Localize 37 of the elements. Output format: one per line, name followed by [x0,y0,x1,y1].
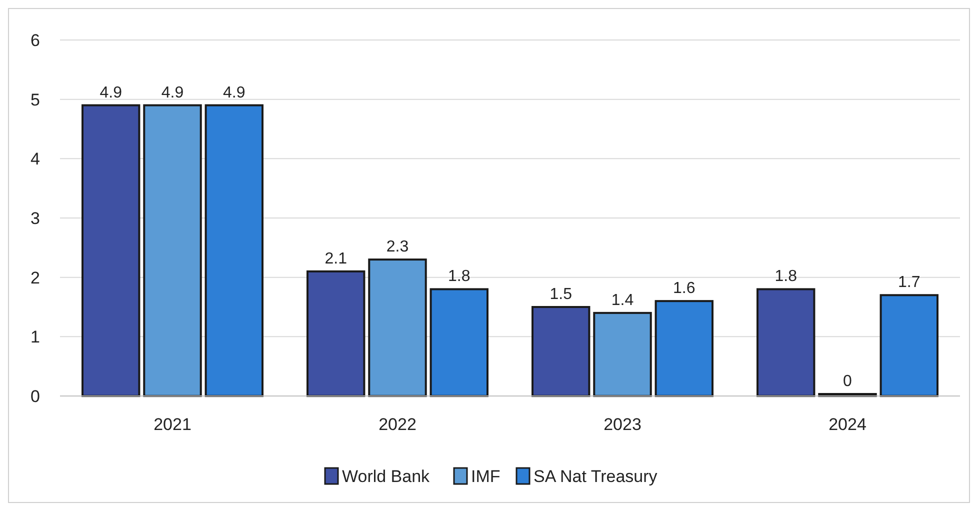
legend-label: SA Nat Treasury [534,467,658,486]
bar [204,104,264,397]
y-tick-label: 2 [30,268,40,288]
legend-label: IMF [471,467,500,486]
data-label: 1.8 [448,268,470,286]
y-tick-label: 4 [30,150,40,169]
data-label: 4.9 [100,84,122,102]
y-tick-label: 5 [30,90,40,110]
x-tick-label: 2022 [378,415,416,434]
data-label: 2.3 [386,238,409,256]
x-tick-label: 2024 [828,415,866,434]
bar [654,300,714,397]
data-label: 1.4 [611,292,634,309]
legend-label: World Bank [342,467,430,486]
bar [532,306,590,397]
bar [430,288,488,397]
data-label: 0 [843,373,852,390]
y-tick-label: 1 [30,328,40,347]
bar [143,104,202,397]
data-label: 1.5 [550,286,572,303]
bar [368,258,427,397]
y-tick-label: 3 [30,209,40,228]
data-label: 1.7 [898,274,920,292]
data-label: 2.1 [324,250,348,268]
data-label: 4.9 [161,84,184,102]
x-tick-label: 2023 [604,415,642,434]
bar [306,270,366,397]
bar [756,288,816,397]
x-tick-label: 2021 [154,415,192,434]
bar [82,104,140,397]
y-tick-label: 6 [30,31,40,50]
data-label: 4.9 [223,84,246,102]
data-label: 1.8 [774,268,798,286]
data-label: 1.6 [673,280,696,298]
y-tick-label: 0 [30,387,40,406]
bar [880,294,938,397]
bar [593,312,652,397]
